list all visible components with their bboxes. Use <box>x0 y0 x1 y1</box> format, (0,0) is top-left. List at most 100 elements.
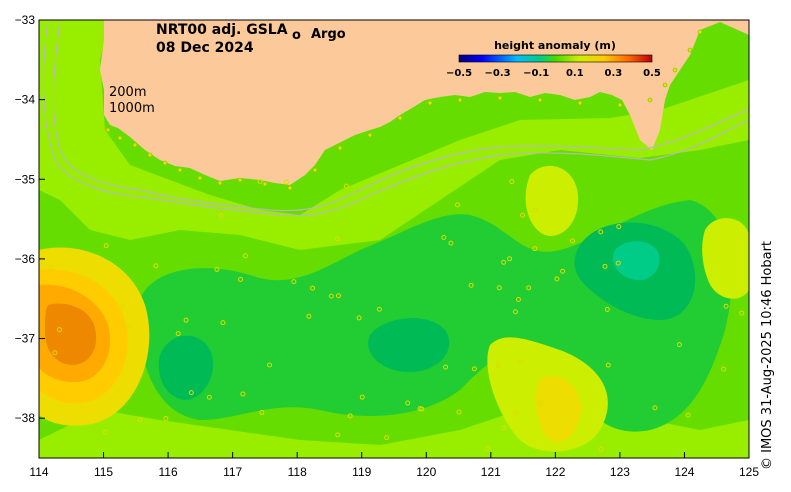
cool-patch <box>368 318 450 372</box>
argo-float <box>197 175 203 181</box>
argo-float <box>163 415 169 421</box>
colorbar-tick-label: −0.5 <box>446 68 472 79</box>
argo-float <box>598 446 604 452</box>
colorbar-gradient <box>458 54 653 63</box>
argo-float <box>291 279 297 285</box>
x-tick-label: 118 <box>288 465 307 479</box>
argo-float <box>177 167 183 173</box>
x-tick-label: 117 <box>223 465 242 479</box>
x-tick-label: 124 <box>674 465 694 479</box>
argo-float <box>495 362 501 368</box>
x-tick-label: 122 <box>545 465 565 479</box>
argo-float <box>501 425 507 431</box>
argo-float <box>335 293 341 299</box>
argo-float <box>456 409 462 415</box>
argo-float <box>217 180 223 186</box>
argo-float <box>685 412 691 418</box>
argo-float <box>604 306 610 312</box>
argo-float <box>132 142 138 148</box>
argo-float <box>206 394 212 400</box>
argo-float <box>283 179 289 185</box>
argo-float <box>335 432 341 438</box>
argo-float <box>652 405 658 411</box>
argo-float <box>697 29 703 35</box>
argo-float <box>57 327 63 333</box>
argo-float <box>441 235 447 241</box>
colorbar-tick-label: −0.3 <box>485 68 511 79</box>
argo-float <box>242 253 248 259</box>
warm-patch <box>702 218 749 299</box>
argo-float <box>496 285 502 291</box>
argo-float <box>337 145 343 151</box>
argo-float <box>520 212 526 218</box>
colorbar-tick-label: 0.1 <box>566 68 584 79</box>
argo-float <box>602 263 608 269</box>
argo-float <box>676 342 682 348</box>
argo-float <box>137 417 143 423</box>
argo-float <box>471 366 477 372</box>
argo-float <box>237 177 243 183</box>
x-tick-label: 123 <box>610 465 630 479</box>
cool-patch <box>158 335 214 400</box>
argo-float <box>468 282 474 288</box>
argo-float <box>117 135 123 141</box>
map-date: 08 Dec 2024 <box>156 40 254 56</box>
argo-float <box>103 243 109 249</box>
argo-float <box>183 317 189 323</box>
y-tick-label: −36 <box>15 252 36 266</box>
argo-float <box>240 391 246 397</box>
warm-patch <box>525 165 579 236</box>
argo-float <box>457 97 463 103</box>
argo-float <box>560 268 566 274</box>
argo-float <box>218 213 224 219</box>
argo-float <box>615 260 621 266</box>
argo-float <box>262 181 268 187</box>
y-tick-label: −38 <box>15 411 36 425</box>
argo-float <box>662 82 668 88</box>
y-tick-label: −34 <box>15 93 36 107</box>
argo-float <box>259 409 265 415</box>
x-tick-label: 121 <box>481 465 501 479</box>
argo-float <box>419 406 425 412</box>
colorbar-ticks: −0.5 −0.3 −0.1 0.1 0.3 0.5 <box>446 68 661 79</box>
argo-float <box>448 240 454 246</box>
cool-eddy-core <box>612 241 660 281</box>
argo-float <box>175 331 181 337</box>
x-tick-label: 120 <box>416 465 436 479</box>
argo-float <box>569 238 575 244</box>
argo-float <box>306 313 312 319</box>
argo-legend-label: Argo <box>311 27 346 42</box>
argo-float <box>334 236 340 242</box>
argo-float <box>147 152 153 158</box>
argo-float <box>356 315 362 321</box>
argo-float <box>526 285 532 291</box>
y-tick-label: −33 <box>15 13 36 27</box>
argo-float <box>647 97 653 103</box>
plot-frame <box>38 19 750 459</box>
argo-float <box>723 303 729 309</box>
colorbar-tick-label: 0.5 <box>643 68 661 79</box>
argo-float <box>443 364 449 370</box>
plot-area <box>39 20 749 458</box>
y-axis: −33 −34 −35 −36 −37 −38 <box>15 13 45 425</box>
argo-float <box>105 127 111 133</box>
argo-float <box>287 185 293 191</box>
x-tick-label: 119 <box>352 465 371 479</box>
argo-float <box>162 160 168 166</box>
argo-float <box>501 259 507 265</box>
argo-float <box>485 446 491 452</box>
warm-eddy <box>39 247 150 426</box>
colorbar-tick-label: −0.1 <box>523 68 549 79</box>
argo-float <box>238 276 244 282</box>
isobath-label-1000m: 1000m <box>109 101 155 116</box>
x-tick-label: 116 <box>159 465 178 479</box>
argo-float <box>512 309 518 315</box>
argo-float <box>507 256 513 262</box>
colorbar: height anomaly (m) −0.5 −0.3 −0.1 0.1 0.3 0.5 <box>446 39 661 79</box>
argo-float-markers <box>48 29 745 452</box>
argo-float <box>518 359 524 365</box>
isobath-200m <box>52 20 749 212</box>
argo-float <box>598 229 604 235</box>
argo-float <box>312 167 318 173</box>
argo-float <box>577 100 583 106</box>
